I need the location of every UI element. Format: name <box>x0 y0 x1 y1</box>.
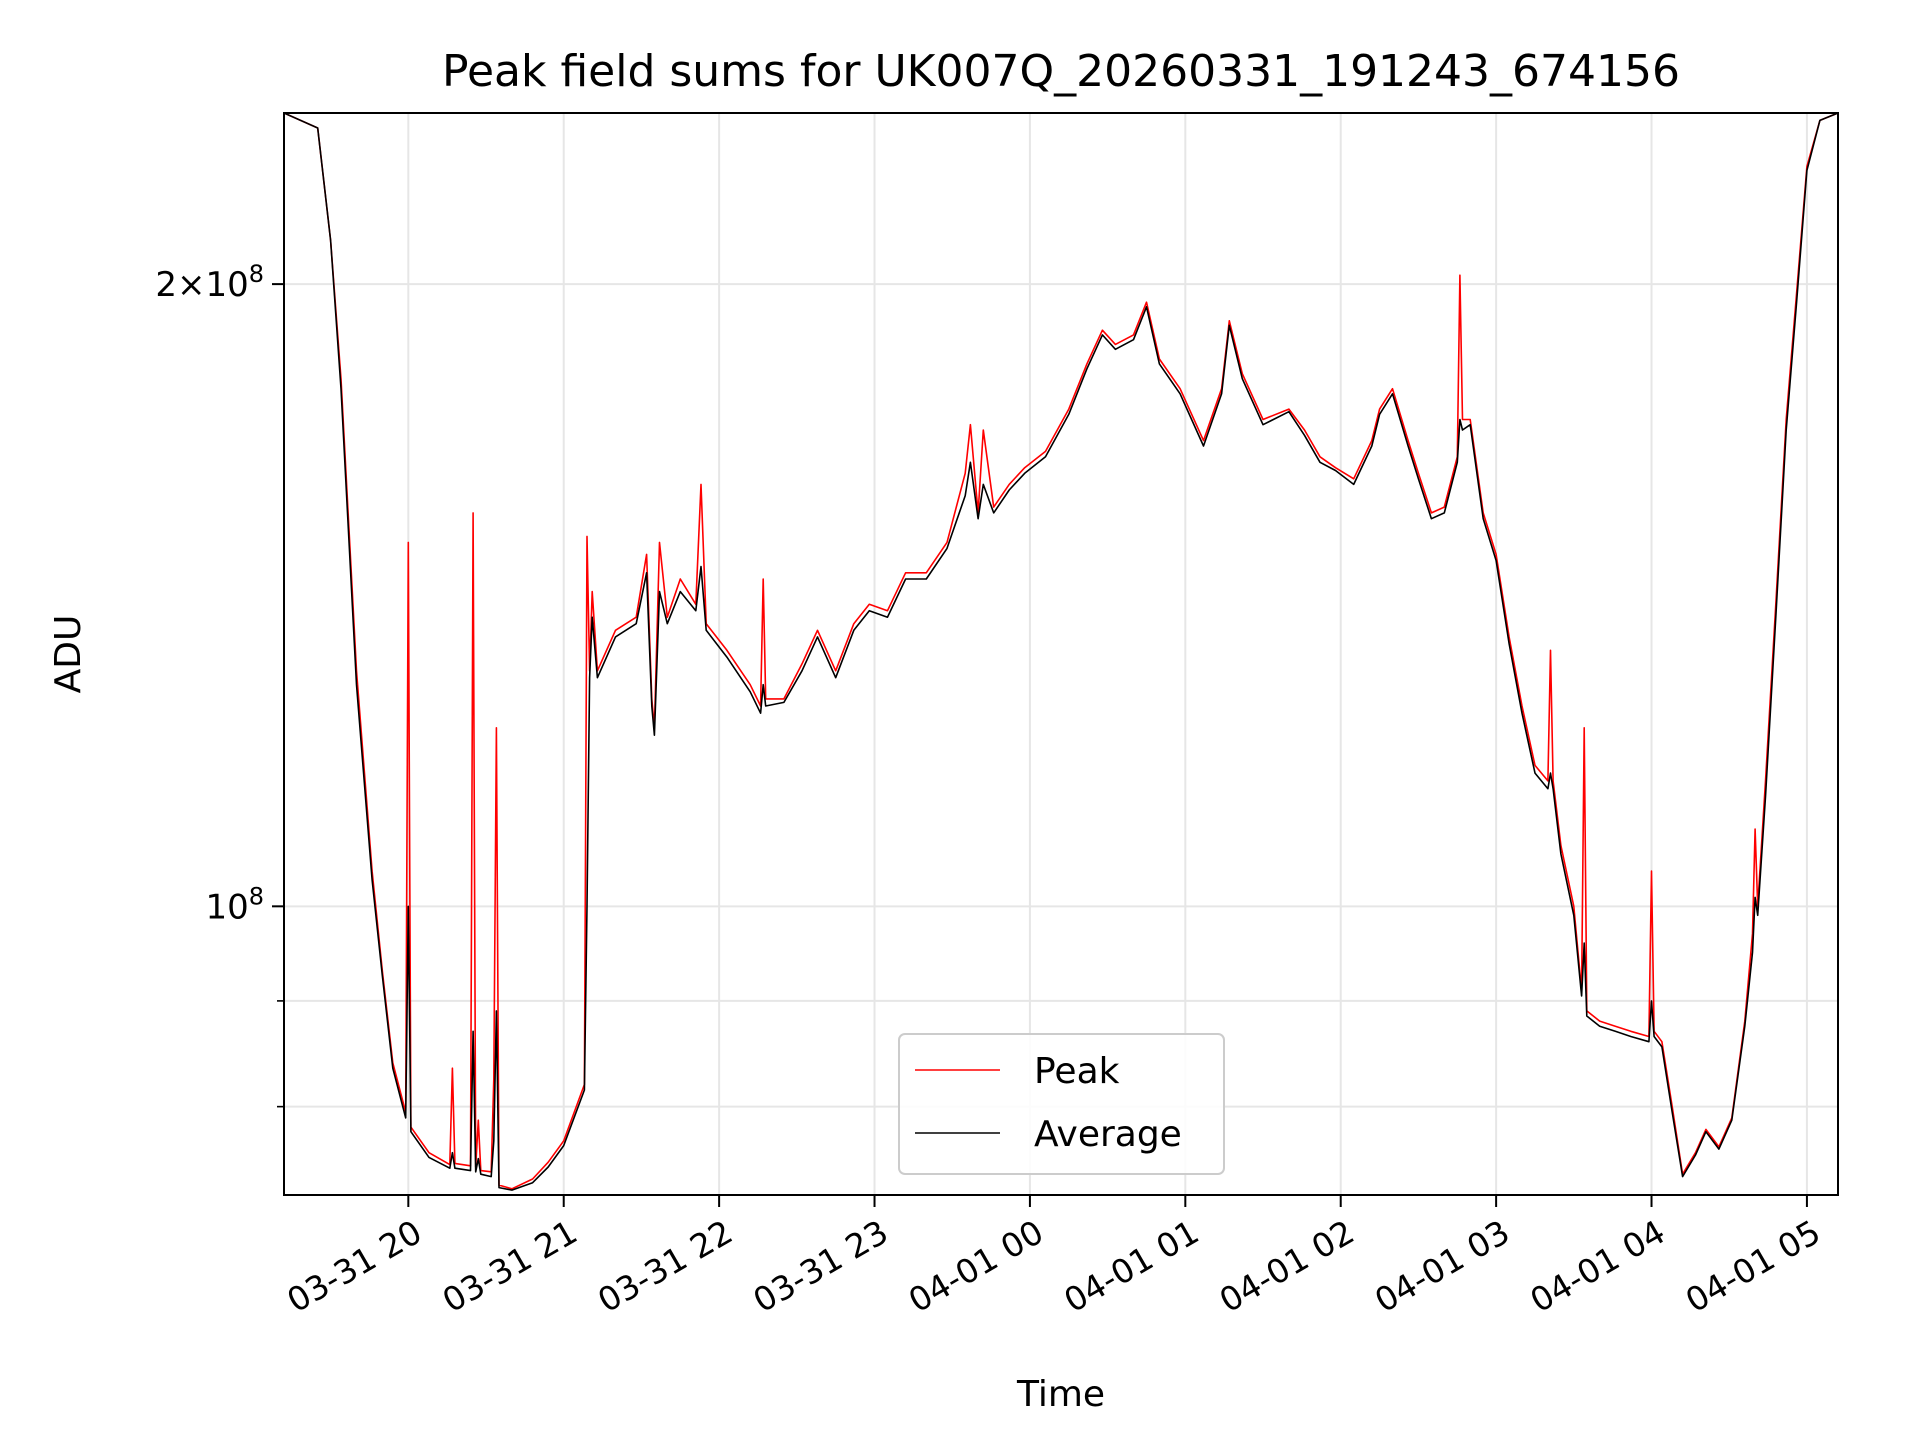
legend-average-label: Average <box>1034 1114 1182 1155</box>
chart-title: Peak field sums for UK007Q_20260331_1912… <box>442 46 1680 97</box>
legend-box <box>898 1033 1225 1175</box>
y-tick-label: 2×108 <box>155 260 264 305</box>
y-axis-label: ADU <box>48 615 89 694</box>
legend-peak-label: Peak <box>1034 1051 1120 1092</box>
series-line-peak <box>284 113 1838 1190</box>
grid <box>284 113 1838 1195</box>
x-axis-label: Time <box>1016 1374 1105 1415</box>
legend: Peak Average <box>898 1033 1225 1175</box>
plot-frame <box>283 112 1839 1196</box>
series-line-average <box>284 113 1838 1191</box>
series-layer <box>284 113 1838 1191</box>
y-tick-label: 108 <box>205 882 264 927</box>
